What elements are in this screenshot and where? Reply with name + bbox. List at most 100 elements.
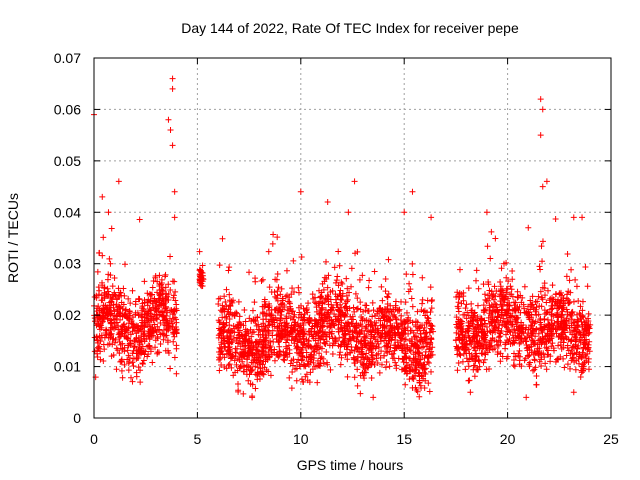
data-point: [378, 348, 385, 355]
data-point: [577, 331, 584, 338]
data-point: [581, 337, 588, 344]
data-point: [483, 209, 490, 216]
data-point: [548, 331, 555, 338]
data-point: [118, 357, 125, 364]
data-point: [235, 321, 242, 328]
data-point: [344, 373, 351, 380]
data-point: [153, 315, 160, 322]
data-point: [564, 345, 571, 352]
grid-lines: [94, 58, 611, 418]
data-point: [226, 291, 233, 298]
data-point: [488, 228, 495, 235]
data-point: [468, 309, 475, 316]
data-point: [353, 337, 360, 344]
data-point: [295, 289, 302, 296]
data-point: [367, 318, 374, 325]
data-point: [332, 313, 339, 320]
data-point: [544, 287, 551, 294]
data-point: [572, 276, 579, 283]
data-point: [522, 355, 529, 362]
data-point: [254, 314, 261, 321]
data-point: [129, 378, 136, 385]
data-point: [564, 291, 571, 298]
data-point: [471, 338, 478, 345]
data-point: [172, 288, 179, 295]
data-point: [385, 314, 392, 321]
data-point: [121, 361, 128, 368]
data-point: [537, 132, 544, 139]
data-point: [131, 344, 138, 351]
data-point: [215, 301, 222, 308]
data-point: [125, 335, 132, 342]
data-point: [328, 301, 335, 308]
data-point: [422, 352, 429, 359]
data-point: [254, 364, 261, 371]
data-point: [332, 279, 339, 286]
data-point: [127, 342, 134, 349]
data-point: [343, 275, 350, 282]
data-point: [275, 307, 282, 314]
data-point: [586, 338, 593, 345]
data-point: [480, 329, 487, 336]
data-point: [422, 370, 429, 377]
data-point: [429, 297, 436, 304]
data-point: [570, 389, 577, 396]
data-point: [411, 356, 418, 363]
data-point: [173, 370, 180, 377]
data-point: [358, 344, 365, 351]
data-point: [101, 289, 108, 296]
data-point: [127, 300, 134, 307]
data-point: [262, 335, 269, 342]
data-point: [314, 324, 321, 331]
data-point: [96, 250, 103, 257]
data-point: [503, 289, 510, 296]
data-point: [324, 361, 331, 368]
data-point: [402, 381, 409, 388]
data-point: [539, 183, 546, 190]
data-point: [571, 331, 578, 338]
data-point: [171, 214, 178, 221]
data-point: [173, 342, 180, 349]
data-point: [567, 365, 574, 372]
data-point: [461, 347, 468, 354]
data-point: [539, 258, 546, 265]
data-point: [494, 308, 501, 315]
data-point: [333, 277, 340, 284]
data-point: [388, 336, 395, 343]
data-point: [137, 348, 144, 355]
data-point: [391, 330, 398, 337]
data-point: [549, 340, 556, 347]
data-point: [252, 371, 259, 378]
data-point: [282, 323, 289, 330]
data-point: [129, 287, 136, 294]
data-point: [370, 342, 377, 349]
data-point: [288, 291, 295, 298]
data-point: [170, 331, 177, 338]
data-point: [141, 330, 148, 337]
data-point: [543, 366, 550, 373]
data-point: [226, 303, 233, 310]
data-point: [132, 327, 139, 334]
data-point: [301, 362, 308, 369]
data-point: [152, 273, 159, 280]
data-point: [569, 355, 576, 362]
data-point: [295, 350, 302, 357]
data-point: [158, 291, 165, 298]
data-point: [158, 302, 165, 309]
data-point: [365, 284, 372, 291]
data-point: [542, 323, 549, 330]
data-point: [141, 347, 148, 354]
data-point: [251, 351, 258, 358]
data-point: [344, 298, 351, 305]
data-point: [388, 351, 395, 358]
data-point: [300, 317, 306, 324]
data-point: [573, 283, 580, 290]
data-point: [304, 377, 311, 384]
data-point: [144, 298, 151, 305]
data-point: [344, 296, 351, 303]
data-point: [156, 272, 163, 279]
data-point: [359, 272, 366, 279]
data-point: [100, 358, 107, 365]
data-point: [524, 303, 531, 310]
